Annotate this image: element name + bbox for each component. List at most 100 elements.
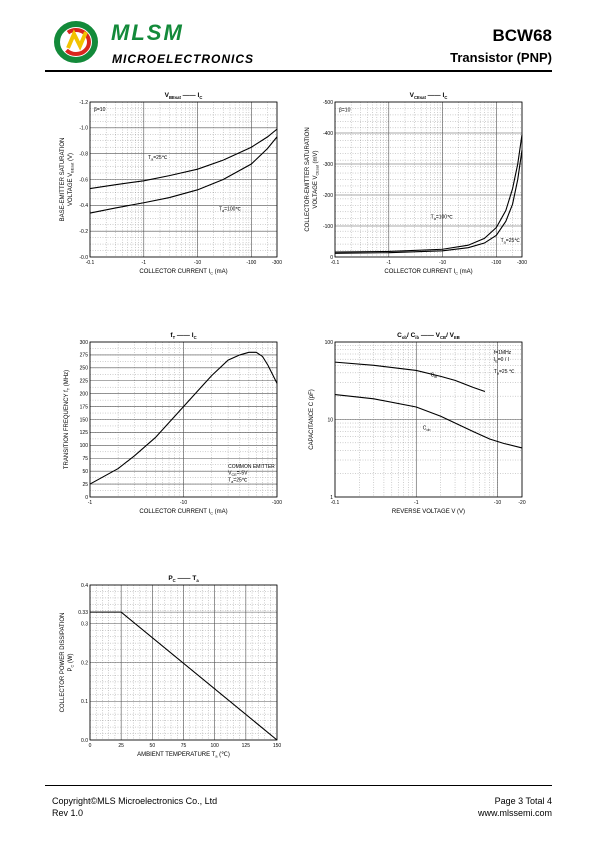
x-axis-label: AMBIENT TEMPERATURE Ta (℃) xyxy=(137,752,230,759)
chart-title: PC —— Ta xyxy=(168,575,199,583)
y-tick-label: -0.6 xyxy=(79,177,88,183)
y-axis-label: CAPACITANCE C (pF) xyxy=(309,389,315,449)
y-axis-label: COLLECTOR-EMITTER SATURATION xyxy=(305,127,311,231)
y-tick-label: -0.2 xyxy=(79,229,88,235)
y-tick-label: -1.0 xyxy=(79,126,88,132)
y-tick-label: 0.3 xyxy=(81,622,88,628)
chart-annotation-3: Ta=25 ℃ xyxy=(494,369,515,376)
plot-frame xyxy=(334,101,523,258)
chart-title: VBEsat —— IC xyxy=(165,92,203,100)
footer-url: www.mlssemi.com xyxy=(477,808,552,818)
series-label-2: Ta=100℃ xyxy=(219,207,241,214)
x-tick-label: -0.1 xyxy=(331,500,340,506)
chart-vbe-vs-ic: -0.1 -1 -10 -100 -300 -0.0 -0.2 -0.4 -0.6 -0.8 -1.… xyxy=(60,92,282,276)
x-tick-label: -100 xyxy=(246,260,256,266)
mlsm-logo xyxy=(54,21,98,63)
x-tick-label: 150 xyxy=(273,743,282,749)
footer-rule xyxy=(45,785,552,786)
series-line-2 xyxy=(89,136,278,214)
x-axis-label: COLLECTOR CURRENT IC (mA) xyxy=(139,269,227,276)
x-tick-label: 50 xyxy=(150,743,156,749)
y-axis-label-2: VOLTAGE VBEsat (V) xyxy=(68,153,75,206)
plot-frame xyxy=(89,341,278,498)
y-tick-label: 0.0 xyxy=(81,738,88,744)
footer-revision: Rev 1.0 xyxy=(52,808,84,818)
x-tick-label: -1 xyxy=(387,260,392,266)
y-tick-label: 225 xyxy=(80,379,89,385)
x-axis-label: COLLECTOR CURRENT IC (mA) xyxy=(139,509,227,516)
series-label-2: Ta=25℃ xyxy=(501,238,521,245)
part-type: Transistor (PNP) xyxy=(450,50,552,65)
y-axis-label-group: COLLECTOR POWER DISSIPATION PC (W) xyxy=(60,613,75,713)
x-axis-label: REVERSE VOLTAGE V (V) xyxy=(392,509,465,515)
x-tick-label: -10 xyxy=(494,500,501,506)
x-tick-label: -1 xyxy=(142,260,147,266)
y-axis-label-2: PC (W) xyxy=(68,653,75,671)
chart-annotation-1: β=10 xyxy=(94,107,106,113)
y-tick-label: 250 xyxy=(80,366,89,372)
y-tick-label: 275 xyxy=(80,353,89,359)
y-tick-label: -200 xyxy=(323,193,333,199)
y-tick-label: 0.1 xyxy=(81,699,88,705)
series-line-1 xyxy=(89,128,278,190)
y-axis-label-group: BASE-EMITTER SATURATION VOLTAGE VBEsat (V… xyxy=(60,138,75,222)
y-tick-label: -400 xyxy=(323,131,333,137)
series-label-1: Ta=100℃ xyxy=(431,214,453,221)
brand-name: MLSM xyxy=(111,20,184,45)
chart-title: VCEsat —— IC xyxy=(410,92,448,100)
plot-frame xyxy=(89,584,278,741)
y-tick-label: 1 xyxy=(330,495,333,501)
y-tick-label: 0.2 xyxy=(81,660,88,666)
chart-title: fT —— IC xyxy=(170,332,196,340)
x-tick-label: -0.1 xyxy=(331,260,340,266)
y-axis-label: TRANSITION FREQUENCY fT (MHz) xyxy=(64,370,71,469)
y-tick-label: -0.4 xyxy=(79,203,88,209)
x-tick-label: -0.1 xyxy=(86,260,95,266)
y-tick-label: 100 xyxy=(80,443,89,449)
y-tick-label: 10 xyxy=(327,417,333,423)
series-line-1 xyxy=(334,361,486,392)
chart-annotation-1: COMMON EMITTER xyxy=(228,464,275,470)
x-tick-label: -10 xyxy=(180,500,187,506)
chart-power-vs-temperature: 0 25 50 75 100 125 150 0.0 0.1 0.2 0.3 0.33 0.4 PC ——… xyxy=(60,575,282,759)
x-tick-label: 25 xyxy=(118,743,124,749)
series-label-1: Cib xyxy=(431,372,438,379)
chart-capacitance-vs-voltage: -0.1 -1 -10 -20 1 10 100 Cob/ Cib —— VCB/ VEB RE… xyxy=(309,332,526,515)
chart-vce-vs-ic: -0.1 -1 -10 -100 -300 0 -100 -200 -300 -400 -500 VC… xyxy=(305,92,527,276)
y-tick-label: -500 xyxy=(323,100,333,106)
y-tick-label: 0 xyxy=(330,255,333,261)
y-tick-label: 150 xyxy=(80,417,89,423)
y-tick-label: 0 xyxy=(85,495,88,501)
series-line-1 xyxy=(334,134,523,253)
y-tick-label: -100 xyxy=(323,224,333,230)
footer-copyright: Copyright©MLS Microelectronics Co., Ltd xyxy=(52,796,218,806)
y-tick-label: 125 xyxy=(80,430,89,436)
y-tick-label: 175 xyxy=(80,404,89,410)
y-tick-label: 100 xyxy=(325,340,334,346)
x-tick-label: -300 xyxy=(517,260,527,266)
x-tick-label: -300 xyxy=(272,260,282,266)
y-axis-label-group: TRANSITION FREQUENCY fT (MHz) xyxy=(64,370,71,469)
chart-annotation-2: VCE=-5V xyxy=(228,470,248,477)
x-tick-label: -100 xyxy=(272,500,282,506)
y-tick-label: 25 xyxy=(82,482,88,488)
part-number: BCW68 xyxy=(492,26,552,45)
series-line-2 xyxy=(334,393,523,449)
x-tick-label: 125 xyxy=(242,743,251,749)
x-tick-label: -1 xyxy=(414,500,419,506)
plot-frame xyxy=(334,341,523,498)
y-axis-label-group: CAPACITANCE C (pF) xyxy=(309,389,315,449)
y-tick-label: 75 xyxy=(82,456,88,462)
y-axis-label: COLLECTOR POWER DISSIPATION xyxy=(60,613,66,713)
y-tick-label: -0.0 xyxy=(79,255,88,261)
y-tick-label: -0.8 xyxy=(79,151,88,157)
x-tick-label: -100 xyxy=(491,260,501,266)
x-tick-label: 100 xyxy=(210,743,219,749)
x-tick-label: -20 xyxy=(518,500,525,506)
y-tick-label: -300 xyxy=(323,162,333,168)
x-tick-label: -10 xyxy=(194,260,201,266)
chart-annotation-2: IE=0 / I xyxy=(494,357,509,364)
y-tick-label: 50 xyxy=(82,469,88,475)
chart-ft-vs-ic: -1 -10 -100 0 25 50 75 100 125 150 175 200 225 250 275… xyxy=(64,332,282,516)
y-tick-label: 0.33 xyxy=(78,610,88,616)
